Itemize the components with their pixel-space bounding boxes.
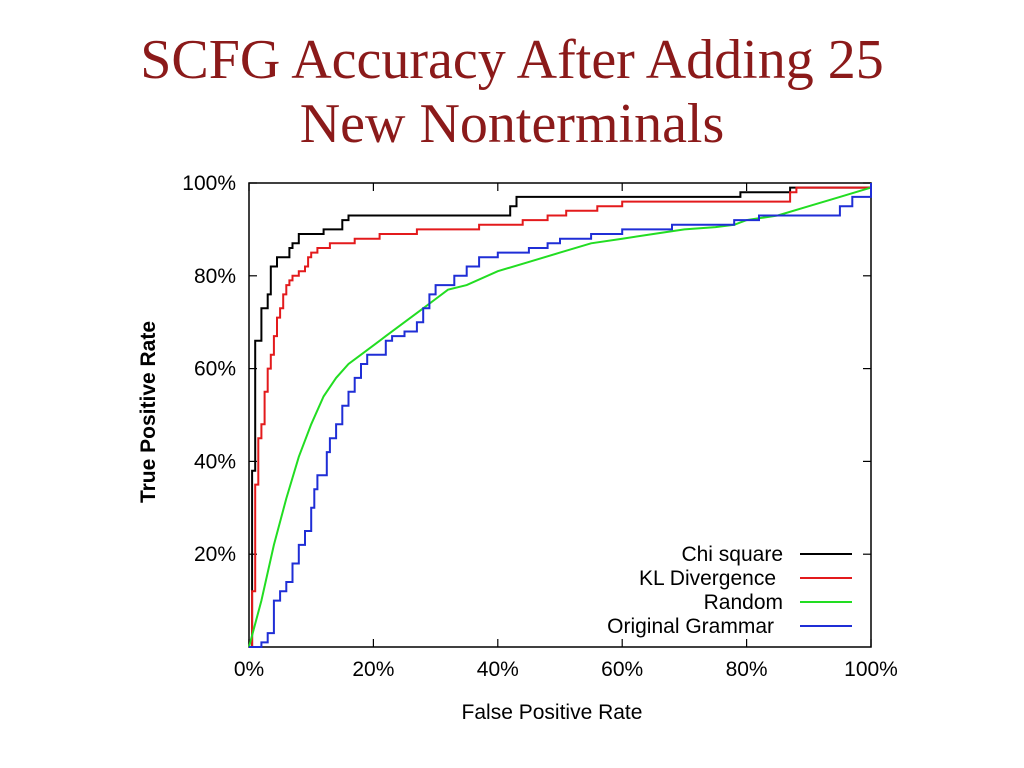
slide-title: SCFG Accuracy After Adding 25 New Nonter…	[0, 28, 1024, 156]
y-tick-label: 40%	[194, 450, 236, 473]
x-tick-label: 20%	[352, 658, 394, 681]
series-layer	[248, 183, 872, 648]
slide-title-line-2: New Nonterminals	[299, 93, 725, 155]
x-tick-label: 80%	[726, 658, 768, 681]
x-tick-label: 100%	[844, 658, 898, 681]
slide-title-line-1: SCFG Accuracy After Adding 25	[140, 29, 884, 91]
plot-frame	[248, 182, 872, 648]
y-tick-label: 20%	[194, 543, 236, 566]
legend-label: KL Divergence	[639, 567, 776, 590]
series-line-original-grammar	[249, 183, 872, 648]
y-axis-label: True Positive Rate	[137, 321, 160, 503]
legend-label: Random	[704, 591, 783, 614]
series-line-chi-square	[249, 183, 872, 648]
series-line-kl-divergence	[249, 183, 872, 648]
x-tick-label: 0%	[234, 658, 264, 681]
y-tick-label: 100%	[182, 172, 236, 195]
x-tick-label: 60%	[601, 658, 643, 681]
y-tick-label: 80%	[194, 265, 236, 288]
x-tick-label: 40%	[477, 658, 519, 681]
legend-label: Chi square	[681, 543, 783, 566]
y-tick-label: 60%	[194, 358, 236, 381]
axis-ticks: 0% 20% 40% 60% 80% 100% 20% 40% 60% 80% 100%	[182, 172, 898, 681]
x-axis-label: False Positive Rate	[462, 701, 643, 724]
legend-label: Original Grammar	[607, 615, 774, 638]
